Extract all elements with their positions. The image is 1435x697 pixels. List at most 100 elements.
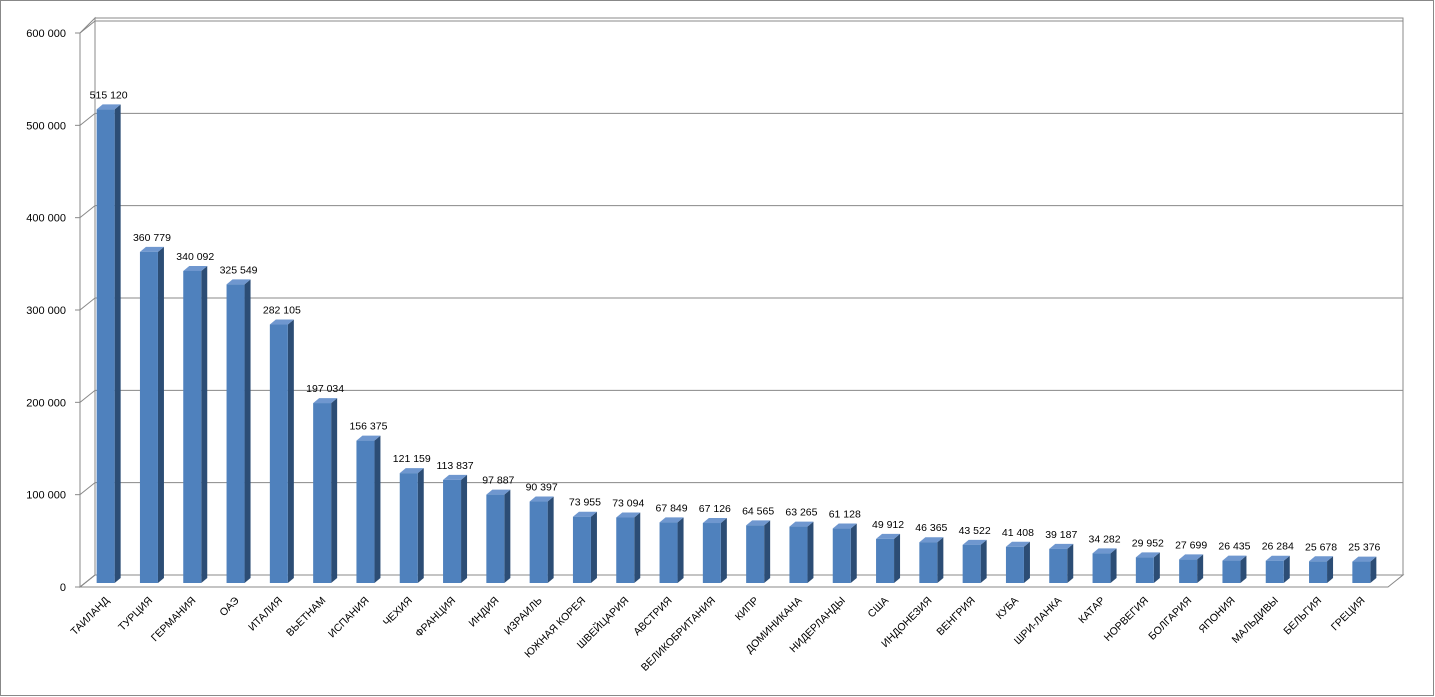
bar	[1049, 543, 1074, 583]
bar	[962, 539, 987, 583]
bar-front	[313, 403, 332, 583]
bar-top	[96, 104, 121, 110]
bar-side	[1197, 554, 1204, 583]
bar-front	[1179, 559, 1198, 583]
bar-front	[226, 284, 245, 583]
bar-front	[1352, 561, 1371, 583]
data-label: 282 105	[263, 305, 301, 317]
bar-top	[139, 246, 164, 252]
bar-front	[1135, 557, 1154, 583]
bar-side	[504, 489, 511, 583]
bar-front	[139, 251, 158, 583]
bar-top	[1179, 554, 1204, 560]
data-label: 90 397	[526, 482, 558, 494]
bar-front	[443, 479, 462, 583]
bar	[789, 521, 814, 583]
data-label: 67 126	[699, 503, 731, 515]
bar-top	[702, 518, 727, 524]
data-label: 43 522	[959, 525, 991, 537]
data-label: 49 912	[872, 519, 904, 531]
bar	[746, 520, 771, 583]
bar-front	[659, 522, 678, 583]
data-label: 34 282	[1088, 533, 1120, 545]
bar	[572, 511, 597, 583]
data-label: 64 565	[742, 505, 774, 517]
bar-top	[269, 319, 294, 325]
bar	[96, 104, 121, 584]
bar	[356, 435, 381, 583]
bar	[1352, 556, 1377, 583]
bar-side	[720, 518, 727, 583]
bar	[1005, 541, 1030, 583]
data-label: 121 159	[393, 453, 431, 465]
bar-top	[962, 539, 987, 545]
bar-front	[486, 494, 505, 583]
bar-side	[201, 265, 208, 583]
data-label: 325 549	[220, 264, 258, 276]
grid-line	[79, 112, 96, 126]
data-label: 67 849	[655, 502, 687, 514]
bar-side	[1283, 555, 1290, 583]
bar-side	[1240, 555, 1247, 583]
bar-front	[1092, 553, 1111, 583]
bar	[529, 496, 554, 583]
data-label: 41 408	[1002, 527, 1034, 539]
y-tick-label: 200 000	[26, 397, 66, 409]
bar-side	[1327, 556, 1334, 583]
bar-top	[356, 435, 381, 441]
bar	[702, 518, 727, 583]
bar-top	[486, 489, 511, 495]
bar-side	[850, 523, 857, 583]
bar-front	[832, 528, 851, 583]
bar-side	[461, 474, 468, 583]
data-label: 73 955	[569, 497, 601, 509]
bar-top	[572, 511, 597, 517]
bar-side	[1067, 543, 1074, 583]
y-tick-label: 500 000	[26, 120, 66, 132]
bar-top	[1222, 555, 1247, 561]
bar-front	[616, 517, 635, 583]
bar-top	[399, 468, 424, 474]
bar-top	[919, 537, 944, 543]
bar-front	[789, 526, 808, 583]
data-label: 515 120	[90, 89, 128, 101]
data-label: 27 699	[1175, 539, 1207, 551]
data-label: 25 678	[1305, 541, 1337, 553]
bar-top	[616, 512, 641, 518]
bar-front	[962, 544, 981, 583]
bar-side	[331, 398, 338, 583]
bar	[919, 537, 944, 583]
bar-front	[702, 523, 721, 583]
y-tick-label: 0	[60, 582, 66, 594]
bar-side	[590, 511, 597, 583]
bar-front	[1222, 560, 1241, 583]
grid-line	[79, 574, 96, 588]
data-label: 46 365	[915, 522, 947, 534]
bar	[1092, 548, 1117, 583]
bar-side	[157, 246, 164, 583]
data-label: 73 094	[612, 498, 644, 510]
data-label: 340 092	[176, 251, 214, 263]
bar-side	[547, 496, 554, 583]
bar-top	[443, 474, 468, 480]
bar-side	[807, 521, 814, 583]
bar-top	[313, 398, 338, 404]
bar-front	[1265, 560, 1284, 583]
bar	[486, 489, 511, 583]
bar	[443, 474, 468, 583]
bar-front	[746, 525, 765, 583]
bar-top	[789, 521, 814, 527]
data-label: 29 952	[1132, 537, 1164, 549]
y-tick-label: 600 000	[26, 28, 66, 40]
bar-side	[374, 435, 381, 583]
bar-top	[1265, 555, 1290, 561]
bar-top	[746, 520, 771, 526]
bar-front	[183, 270, 202, 583]
data-label: 97 887	[482, 475, 514, 487]
bar-side	[634, 512, 641, 583]
bar	[269, 319, 294, 583]
bar	[876, 533, 901, 583]
bar-top	[876, 533, 901, 539]
